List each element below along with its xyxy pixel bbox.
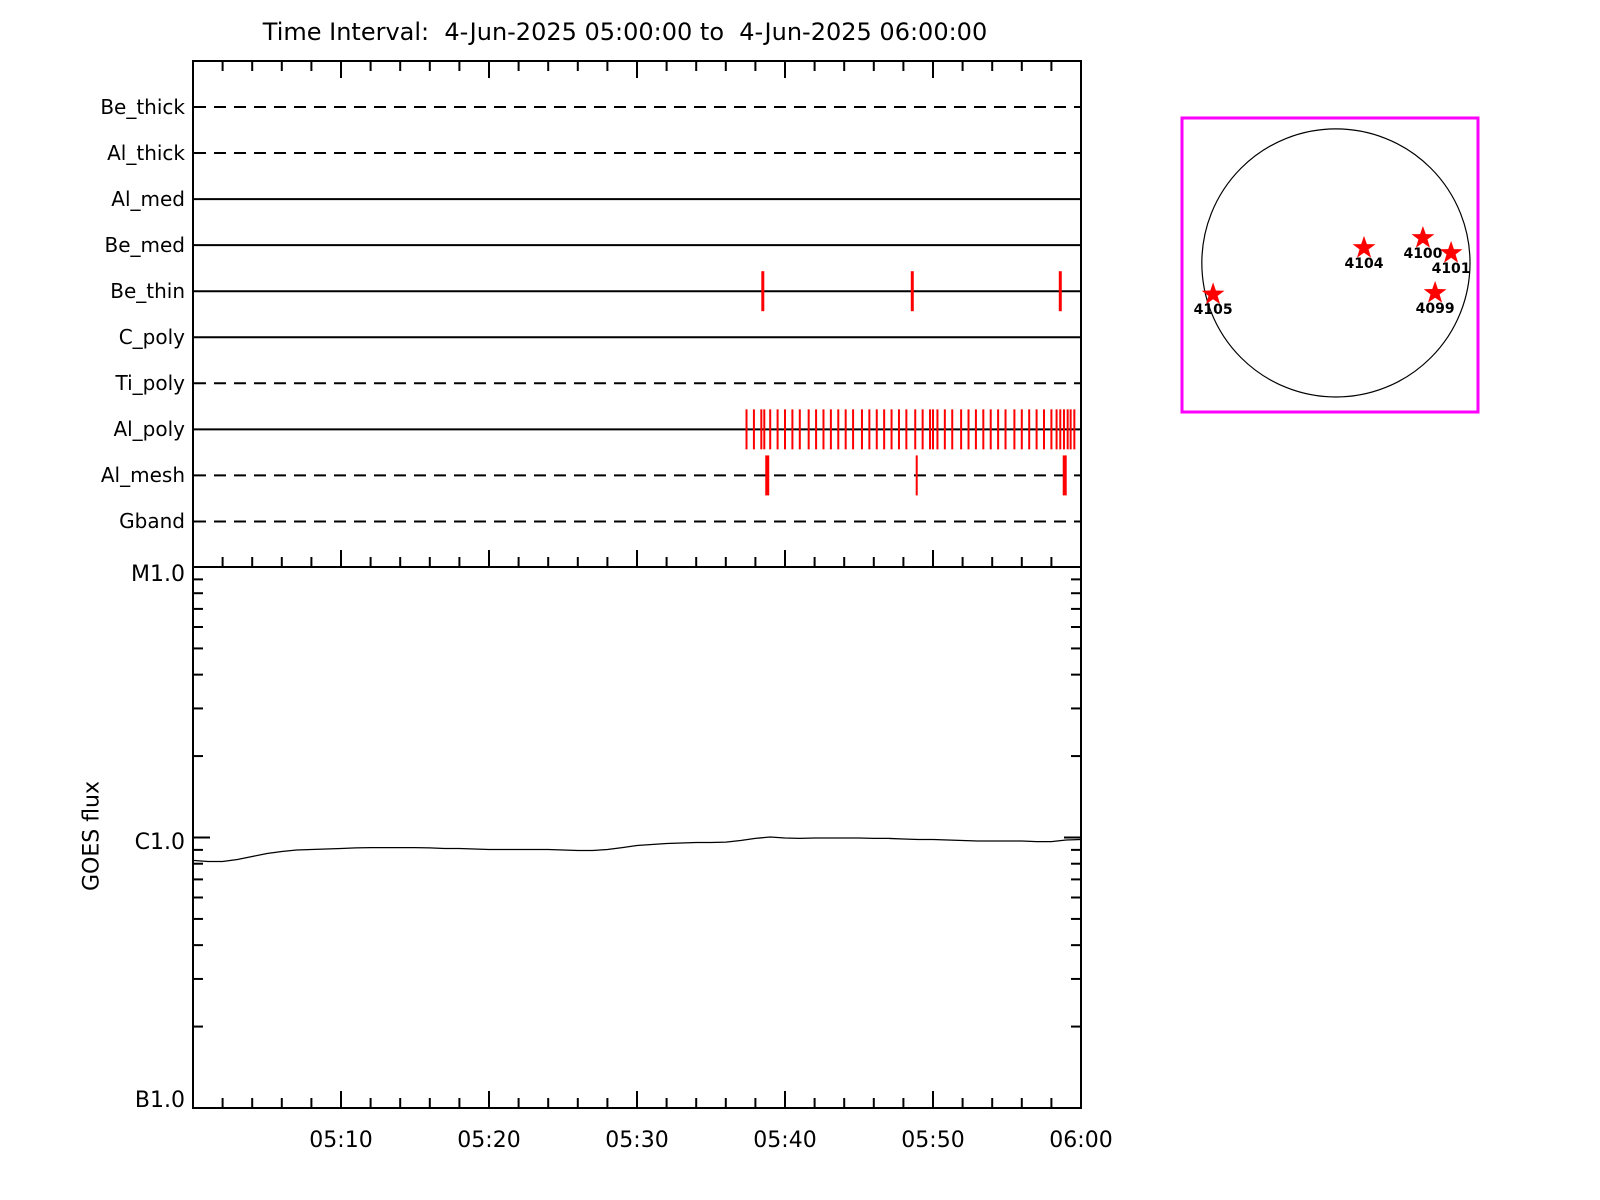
active-region-star-4104 bbox=[1352, 235, 1376, 258]
filter-row-label-Al_mesh: Al_mesh bbox=[100, 463, 185, 488]
active-region-label-4101: 4101 bbox=[1431, 260, 1471, 277]
solar-disk bbox=[1201, 128, 1471, 398]
filter-row-label-Be_thick: Be_thick bbox=[100, 95, 185, 119]
goes-ytick-label-M1.0: M1.0 bbox=[131, 562, 185, 587]
goes-flux-curve bbox=[192, 836, 1082, 863]
sun-map-frame bbox=[1180, 116, 1480, 414]
active-region-label-4105: 4105 bbox=[1193, 302, 1233, 319]
goes-ytick-label-C1.0: C1.0 bbox=[134, 829, 185, 855]
active-region-label-4100: 4100 bbox=[1403, 245, 1443, 262]
active-region-star-4100 bbox=[1411, 226, 1435, 248]
filter-row-label-Al_thick: Al_thick bbox=[107, 141, 185, 166]
time-xtick-label-05:30: 05:30 bbox=[605, 1128, 669, 1153]
time-xtick-label-05:20: 05:20 bbox=[457, 1128, 521, 1153]
time-xtick-label-05:50: 05:50 bbox=[901, 1128, 965, 1153]
page-title: Time Interval: 4-Jun-2025 05:00:00 to 4-… bbox=[262, 18, 988, 46]
filter-row-label-Ti_poly: Ti_poly bbox=[115, 371, 185, 396]
active-region-label-4099: 4099 bbox=[1415, 300, 1455, 317]
filter-row-label-Al_med: Al_med bbox=[111, 187, 185, 212]
time-xtick-label-05:40: 05:40 bbox=[753, 1128, 817, 1153]
filter-panel-frame bbox=[192, 60, 1082, 568]
active-region-label-4104: 4104 bbox=[1344, 255, 1384, 272]
time-xtick-label-06:00: 06:00 bbox=[1049, 1128, 1113, 1153]
filter-row-label-Be_thin: Be_thin bbox=[110, 279, 185, 304]
active-region-star-4101 bbox=[1439, 240, 1463, 263]
active-region-star-4099 bbox=[1423, 280, 1447, 303]
filter-row-label-Al_poly: Al_poly bbox=[113, 417, 185, 442]
active-region-star-4105 bbox=[1201, 282, 1225, 305]
goes-ytick-label-B1.0: B1.0 bbox=[134, 1088, 185, 1113]
filter-row-label-Be_med: Be_med bbox=[104, 233, 185, 258]
filter-row-label-C_poly: C_poly bbox=[118, 325, 185, 350]
filter-row-label-Gband: Gband bbox=[119, 509, 185, 534]
goes-panel-frame bbox=[192, 566, 1082, 1109]
time-xtick-label-05:10: 05:10 bbox=[309, 1128, 373, 1153]
